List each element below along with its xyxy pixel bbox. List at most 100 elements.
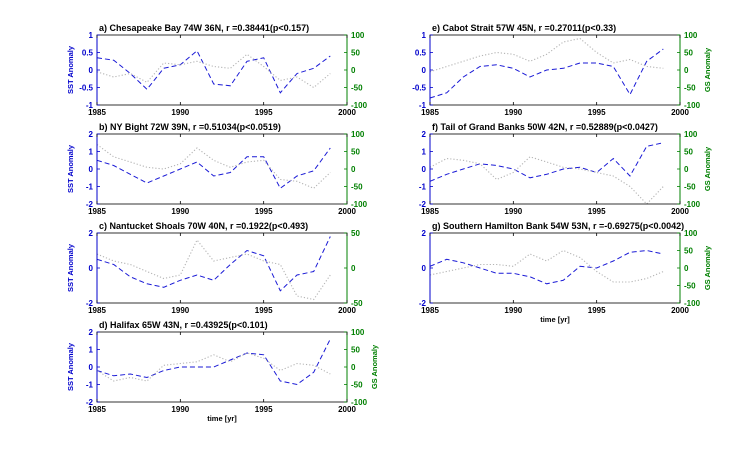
x-tick-label: 1995 (255, 108, 273, 117)
right-y-tick-label: -50 (351, 84, 363, 93)
x-tick-label: 2000 (671, 108, 689, 117)
right-y-tick-label: 50 (351, 229, 360, 238)
right-y-axis-label: GS Anomaly (703, 47, 712, 92)
right-y-tick-label: -100 (351, 101, 368, 110)
left-y-tick-label: -1 (419, 101, 427, 110)
left-y-tick-label: 0 (89, 264, 94, 273)
panel-g: g) Southern Hamilton Bank 54W 53N, r =-0… (419, 221, 712, 324)
panel-b: b) NY Bight 72W 39N, r =0.51034(p<0.0519… (66, 122, 368, 216)
left-y-tick-label: -0.5 (79, 84, 93, 93)
sst-anomaly-line (96, 147, 331, 190)
panel-title: a) Chesapeake Bay 74W 36N, r =0.38441(p<… (99, 23, 309, 33)
x-tick-label: 1990 (504, 306, 522, 315)
left-y-tick-label: 0 (422, 264, 427, 273)
x-tick-label: 2000 (671, 306, 689, 315)
x-tick-label: 1985 (88, 306, 106, 315)
right-y-tick-label: 100 (684, 31, 698, 40)
left-y-tick-label: 0 (89, 165, 94, 174)
panel-title: b) NY Bight 72W 39N, r =0.51034(p<0.0519… (99, 122, 281, 132)
right-y-tick-label: -100 (351, 200, 368, 209)
right-y-tick-label: 100 (351, 130, 365, 139)
left-y-tick-label: 1 (422, 31, 427, 40)
panel-title: f) Tail of Grand Banks 50W 42N, r =0.528… (432, 122, 658, 132)
x-tick-label: 1985 (88, 108, 106, 117)
left-y-tick-label: 0.5 (82, 49, 94, 58)
gs-anomaly-line (96, 53, 331, 89)
x-tick-label: 1985 (421, 207, 439, 216)
left-y-tick-label: 2 (89, 328, 94, 337)
right-y-tick-label: -50 (684, 183, 696, 192)
right-y-tick-label: 0 (684, 165, 689, 174)
left-y-tick-label: -1 (86, 183, 94, 192)
left-y-tick-label: 1 (89, 31, 94, 40)
x-tick-label: 2000 (338, 405, 356, 414)
plot-frame (96, 331, 348, 403)
gs-anomaly-line (429, 37, 664, 73)
right-y-tick-label: 100 (351, 328, 365, 337)
left-y-tick-label: 0 (89, 66, 94, 75)
x-tick-label: 2000 (671, 207, 689, 216)
x-tick-label: 1995 (588, 306, 606, 315)
left-y-tick-label: 0.5 (415, 49, 427, 58)
right-y-axis-label: GS Anomaly (703, 146, 712, 191)
right-y-tick-label: -100 (684, 101, 701, 110)
panel-c: c) Nantucket Shoals 70W 40N, r =0.1922(p… (66, 221, 363, 315)
panel-title: d) Halifax 65W 43N, r =0.43925(p<0.101) (99, 320, 268, 330)
panel-d: d) Halifax 65W 43N, r =0.43925(p<0.101) 1… (66, 320, 379, 423)
left-y-tick-label: -0.5 (412, 84, 426, 93)
right-y-tick-label: 0 (351, 66, 356, 75)
x-tick-label: 2000 (338, 306, 356, 315)
x-tick-label: 1990 (171, 108, 189, 117)
gs-anomaly-line (96, 238, 331, 301)
x-tick-label: 1985 (88, 207, 106, 216)
x-tick-label: 1990 (171, 207, 189, 216)
plot-frame (96, 232, 348, 304)
left-y-tick-label: -1 (86, 381, 94, 390)
right-y-tick-label: 50 (684, 247, 693, 256)
right-y-tick-label: -50 (684, 282, 696, 291)
x-tick-label: 1990 (504, 207, 522, 216)
plot-frame (429, 133, 681, 205)
sst-anomaly-line (429, 48, 664, 99)
panel-title: e) Cabot Strait 57W 45N, r =0.27011(p<0.… (432, 23, 616, 33)
x-axis-label: time [yr] (540, 315, 570, 324)
x-tick-label: 1995 (588, 108, 606, 117)
left-y-tick-label: 2 (422, 229, 427, 238)
left-y-tick-label: -1 (419, 183, 427, 192)
right-y-tick-label: -100 (684, 200, 701, 209)
left-y-tick-label: -2 (86, 398, 94, 407)
left-y-tick-label: 1 (422, 148, 427, 157)
gs-anomaly-line (96, 144, 331, 189)
right-y-tick-label: -50 (351, 381, 363, 390)
x-tick-label: 1995 (255, 306, 273, 315)
right-y-tick-label: 100 (351, 31, 365, 40)
gs-anomaly-line (429, 249, 664, 283)
left-y-tick-label: -2 (86, 299, 94, 308)
right-y-tick-label: 50 (351, 148, 360, 157)
left-y-tick-label: -2 (419, 299, 427, 308)
sst-anomaly-line (429, 142, 664, 182)
left-y-tick-label: 2 (89, 229, 94, 238)
x-tick-label: 1985 (421, 108, 439, 117)
right-y-tick-label: 0 (684, 66, 689, 75)
x-tick-label: 2000 (338, 108, 356, 117)
right-y-tick-label: 100 (684, 229, 698, 238)
right-y-axis-label: GS Anomaly (703, 245, 712, 290)
sst-anomaly-line (96, 50, 331, 94)
left-y-tick-label: 0 (422, 165, 427, 174)
right-y-tick-label: -50 (351, 183, 363, 192)
panel-a: a) Chesapeake Bay 74W 36N, r =0.38441(p<… (66, 23, 368, 117)
x-axis-label: time [yr] (207, 414, 237, 423)
panel-title: g) Southern Hamilton Bank 54W 53N, r =-0… (432, 221, 684, 231)
x-tick-label: 1990 (171, 405, 189, 414)
left-y-tick-label: 0 (422, 66, 427, 75)
right-y-tick-label: -50 (684, 84, 696, 93)
panel-e: e) Cabot Strait 57W 45N, r =0.27011(p<0.… (412, 23, 712, 117)
right-y-tick-label: 50 (684, 148, 693, 157)
left-y-tick-label: 2 (89, 130, 94, 139)
right-y-tick-label: -100 (351, 398, 368, 407)
x-tick-label: 1990 (504, 108, 522, 117)
sst-anomaly-line (429, 249, 664, 285)
left-y-tick-label: -2 (86, 200, 94, 209)
